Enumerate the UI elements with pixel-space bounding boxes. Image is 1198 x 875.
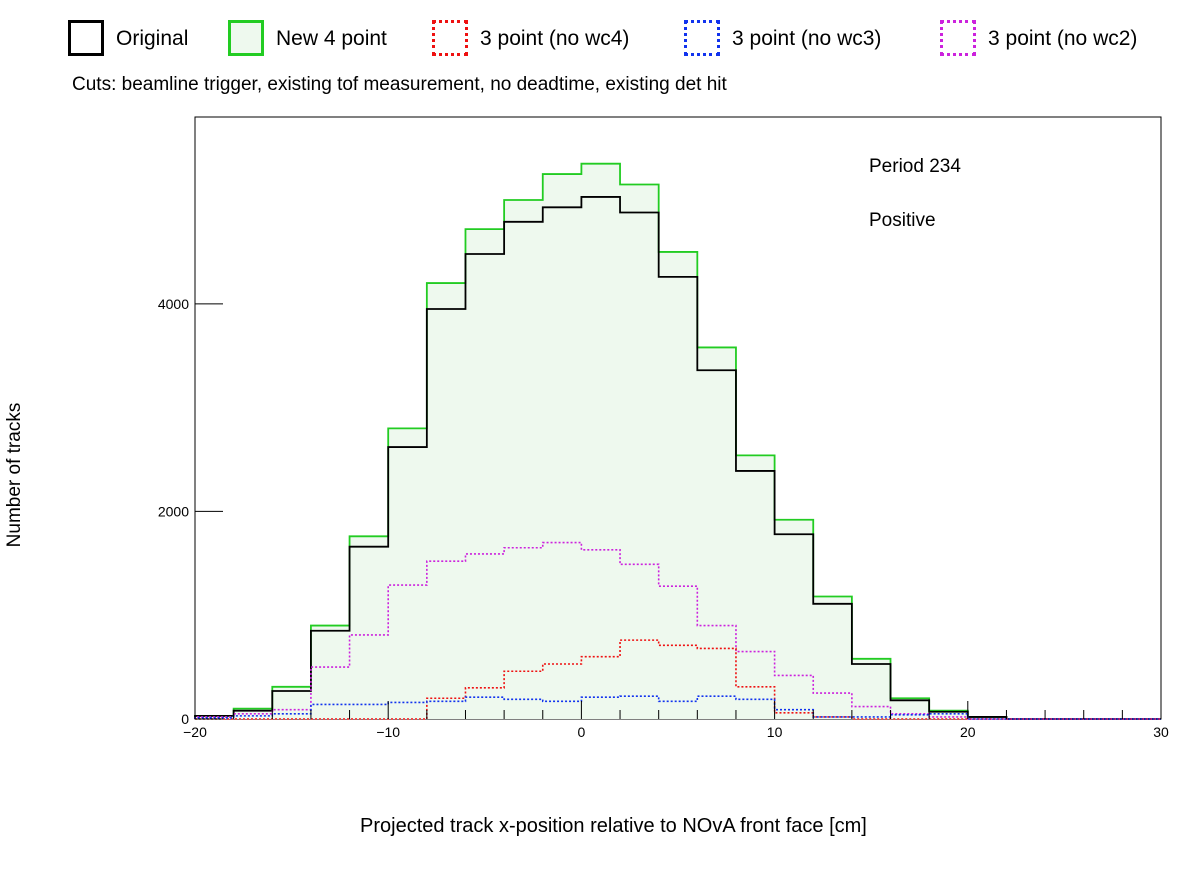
legend-label: Original — [116, 27, 189, 50]
legend-swatch — [684, 20, 720, 56]
x-tick-label: −20 — [183, 724, 207, 740]
series-line — [194, 162, 1161, 720]
y-tick-label: 2000 — [158, 503, 189, 519]
series-line — [194, 695, 1161, 720]
annotation-text: Positive — [869, 210, 936, 231]
legend-label: 3 point (no wc4) — [480, 27, 630, 50]
x-tick-label: −10 — [376, 724, 400, 740]
x-tick-label: 30 — [1153, 724, 1169, 740]
x-tick-label: 0 — [578, 724, 586, 740]
series-line — [195, 639, 1161, 720]
y-axis-label: Number of tracks — [4, 402, 25, 548]
legend-label: New 4 point — [276, 27, 387, 50]
series-fill — [195, 163, 1161, 719]
x-axis-label: Projected track x-position relative to N… — [360, 815, 867, 837]
cuts-text: Cuts: beamline trigger, existing tof mea… — [72, 74, 727, 95]
y-tick-label: 4000 — [158, 296, 189, 312]
annotation-text: Period 234 — [869, 156, 961, 177]
legend-swatch — [940, 20, 976, 56]
legend-swatch — [68, 20, 104, 56]
legend-swatch — [432, 20, 468, 56]
x-tick-label: 20 — [960, 724, 976, 740]
y-tick-label: 0 — [181, 711, 189, 727]
series-line — [194, 196, 1161, 720]
legend-label: 3 point (no wc3) — [732, 27, 882, 50]
series-line — [194, 541, 1161, 720]
legend-label: 3 point (no wc2) — [988, 27, 1138, 50]
x-tick-label: 10 — [767, 724, 783, 740]
legend-swatch — [228, 20, 264, 56]
